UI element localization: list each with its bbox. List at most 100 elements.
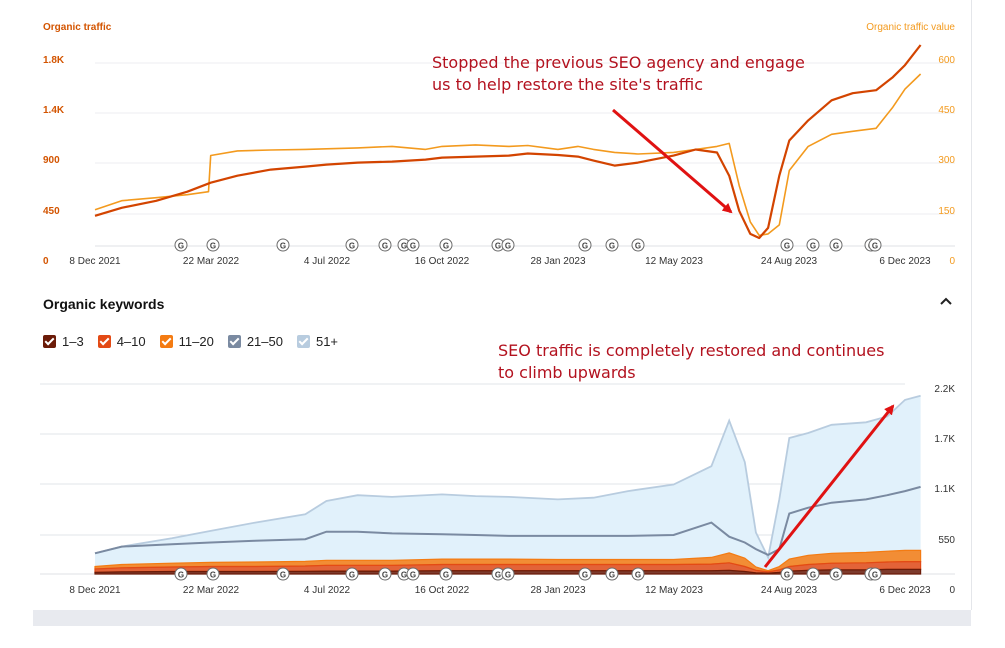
x-tick-label: 24 Aug 2023 [761,256,818,267]
google-update-marker-label: G [784,242,790,251]
x-tick-label: 12 May 2023 [645,585,703,596]
google-update-marker [276,567,290,581]
google-update-marker [439,567,453,581]
annotation-top: Stopped the previous SEO agency and enga… [432,52,805,96]
google-update-marker [345,567,359,581]
annotation-bottom: SEO traffic is completely restored and c… [498,340,884,384]
checkbox-icon[interactable] [97,335,111,348]
google-update-marker-label: G [349,571,355,580]
google-update-marker [868,238,882,252]
google-update-marker-label: G [505,242,511,251]
google-update-marker [276,238,290,252]
chevron-up-icon[interactable] [937,293,955,311]
google-update-marker-label: G [810,571,816,580]
annotation-bottom-line1: SEO traffic is completely restored and c… [498,341,885,360]
legend-label: 1–3 [62,334,84,349]
google-update-marker-label: G [582,242,588,251]
google-update-marker [174,238,188,252]
google-update-marker-label: G [833,242,839,251]
checkbox-icon[interactable] [227,335,241,348]
google-update-marker-label: G [280,571,286,580]
google-update-marker [780,238,794,252]
checkbox-icon[interactable] [296,335,310,348]
y2-tick-label: 450 [938,105,955,116]
google-update-marker [501,567,515,581]
legend-item[interactable]: 1–3 [43,334,84,349]
google-update-marker-label: G [872,571,878,580]
google-update-marker-label: G [635,242,641,251]
google-update-marker-label: G [210,571,216,580]
x-tick-label: 22 Mar 2022 [183,585,240,596]
traffic-line [94,44,922,240]
google-update-marker [439,238,453,252]
google-update-marker-label: G [178,571,184,580]
google-update-marker-label: G [410,571,416,580]
legend-label: 21–50 [246,334,283,349]
google-update-marker-label: G [210,242,216,251]
y-tick-label: 1.4K [43,105,65,116]
y2-tick-label: 150 [938,206,955,217]
google-update-marker [378,238,392,252]
google-update-marker-label: G [443,571,449,580]
y-zero-label: 0 [43,256,49,267]
google-update-marker [605,238,619,252]
checkbox-icon[interactable] [159,335,173,348]
traffic-value-line [94,73,922,237]
x-tick-label: 28 Jan 2023 [530,256,585,267]
x-tick-label: 4 Jul 2022 [304,256,351,267]
x-tick-label: 8 Dec 2021 [69,256,121,267]
legend-item[interactable]: 4–10 [97,334,146,349]
y-tick-label: 900 [43,155,60,166]
google-update-marker-label: G [872,242,878,251]
google-update-marker-label: G [609,242,615,251]
y-tick-label: 1.1K [934,484,955,495]
google-update-marker [206,238,220,252]
legend-item[interactable]: 21–50 [227,334,283,349]
section-title: Organic keywords [43,296,165,312]
checkbox-icon[interactable] [43,335,56,348]
google-update-marker [378,567,392,581]
legend-item[interactable]: 11–20 [159,334,214,349]
x-tick-label: 6 Dec 2023 [879,256,931,267]
google-update-marker [406,567,420,581]
x-tick-label: 24 Aug 2023 [761,585,818,596]
legend-item[interactable]: 51+ [296,334,339,349]
x-tick-label: 4 Jul 2022 [304,585,351,596]
y2-zero-label: 0 [949,256,955,267]
google-update-marker-label: G [609,571,615,580]
google-update-marker [605,567,619,581]
google-update-marker [406,238,420,252]
google-update-marker-label: G [178,242,184,251]
google-update-marker-label: G [784,571,790,580]
google-update-marker [206,567,220,581]
google-update-marker [578,238,592,252]
google-update-marker [631,238,645,252]
google-update-marker-label: G [495,242,501,251]
google-update-marker-label: G [382,242,388,251]
legend-label: 11–20 [178,334,214,349]
y-zero-label: 0 [949,585,955,596]
area-51-plus [95,395,921,574]
left-axis-title: Organic traffic [43,22,112,33]
scroll-bar[interactable] [33,610,971,626]
google-update-marker-label: G [810,242,816,251]
google-update-marker [829,567,843,581]
y-tick-label: 1.8K [43,55,65,66]
google-update-marker [829,238,843,252]
google-update-marker-label: G [833,571,839,580]
x-tick-label: 22 Mar 2022 [183,256,240,267]
google-update-marker [501,238,515,252]
y-tick-label: 550 [938,535,955,546]
google-update-marker-label: G [582,571,588,580]
organic-keywords-chart: 550 1.1K 1.7K 2.2K 0 8 Dec 2021 22 Mar 2022 4 J… [40,383,955,596]
google-update-marker-label: G [635,571,641,580]
legend-label: 51+ [315,334,339,349]
x-tick-label: 12 May 2023 [645,256,703,267]
organic-traffic-chart: Organic traffic Organic traffic value 450 9… [43,22,955,267]
annotation-bottom-line2: to climb upwards [498,363,636,382]
annotation-top-line2: us to help restore the site's traffic [432,75,703,94]
google-update-marker-label: G [443,242,449,251]
google-update-marker [578,567,592,581]
google-update-marker [806,238,820,252]
google-update-marker [780,567,794,581]
